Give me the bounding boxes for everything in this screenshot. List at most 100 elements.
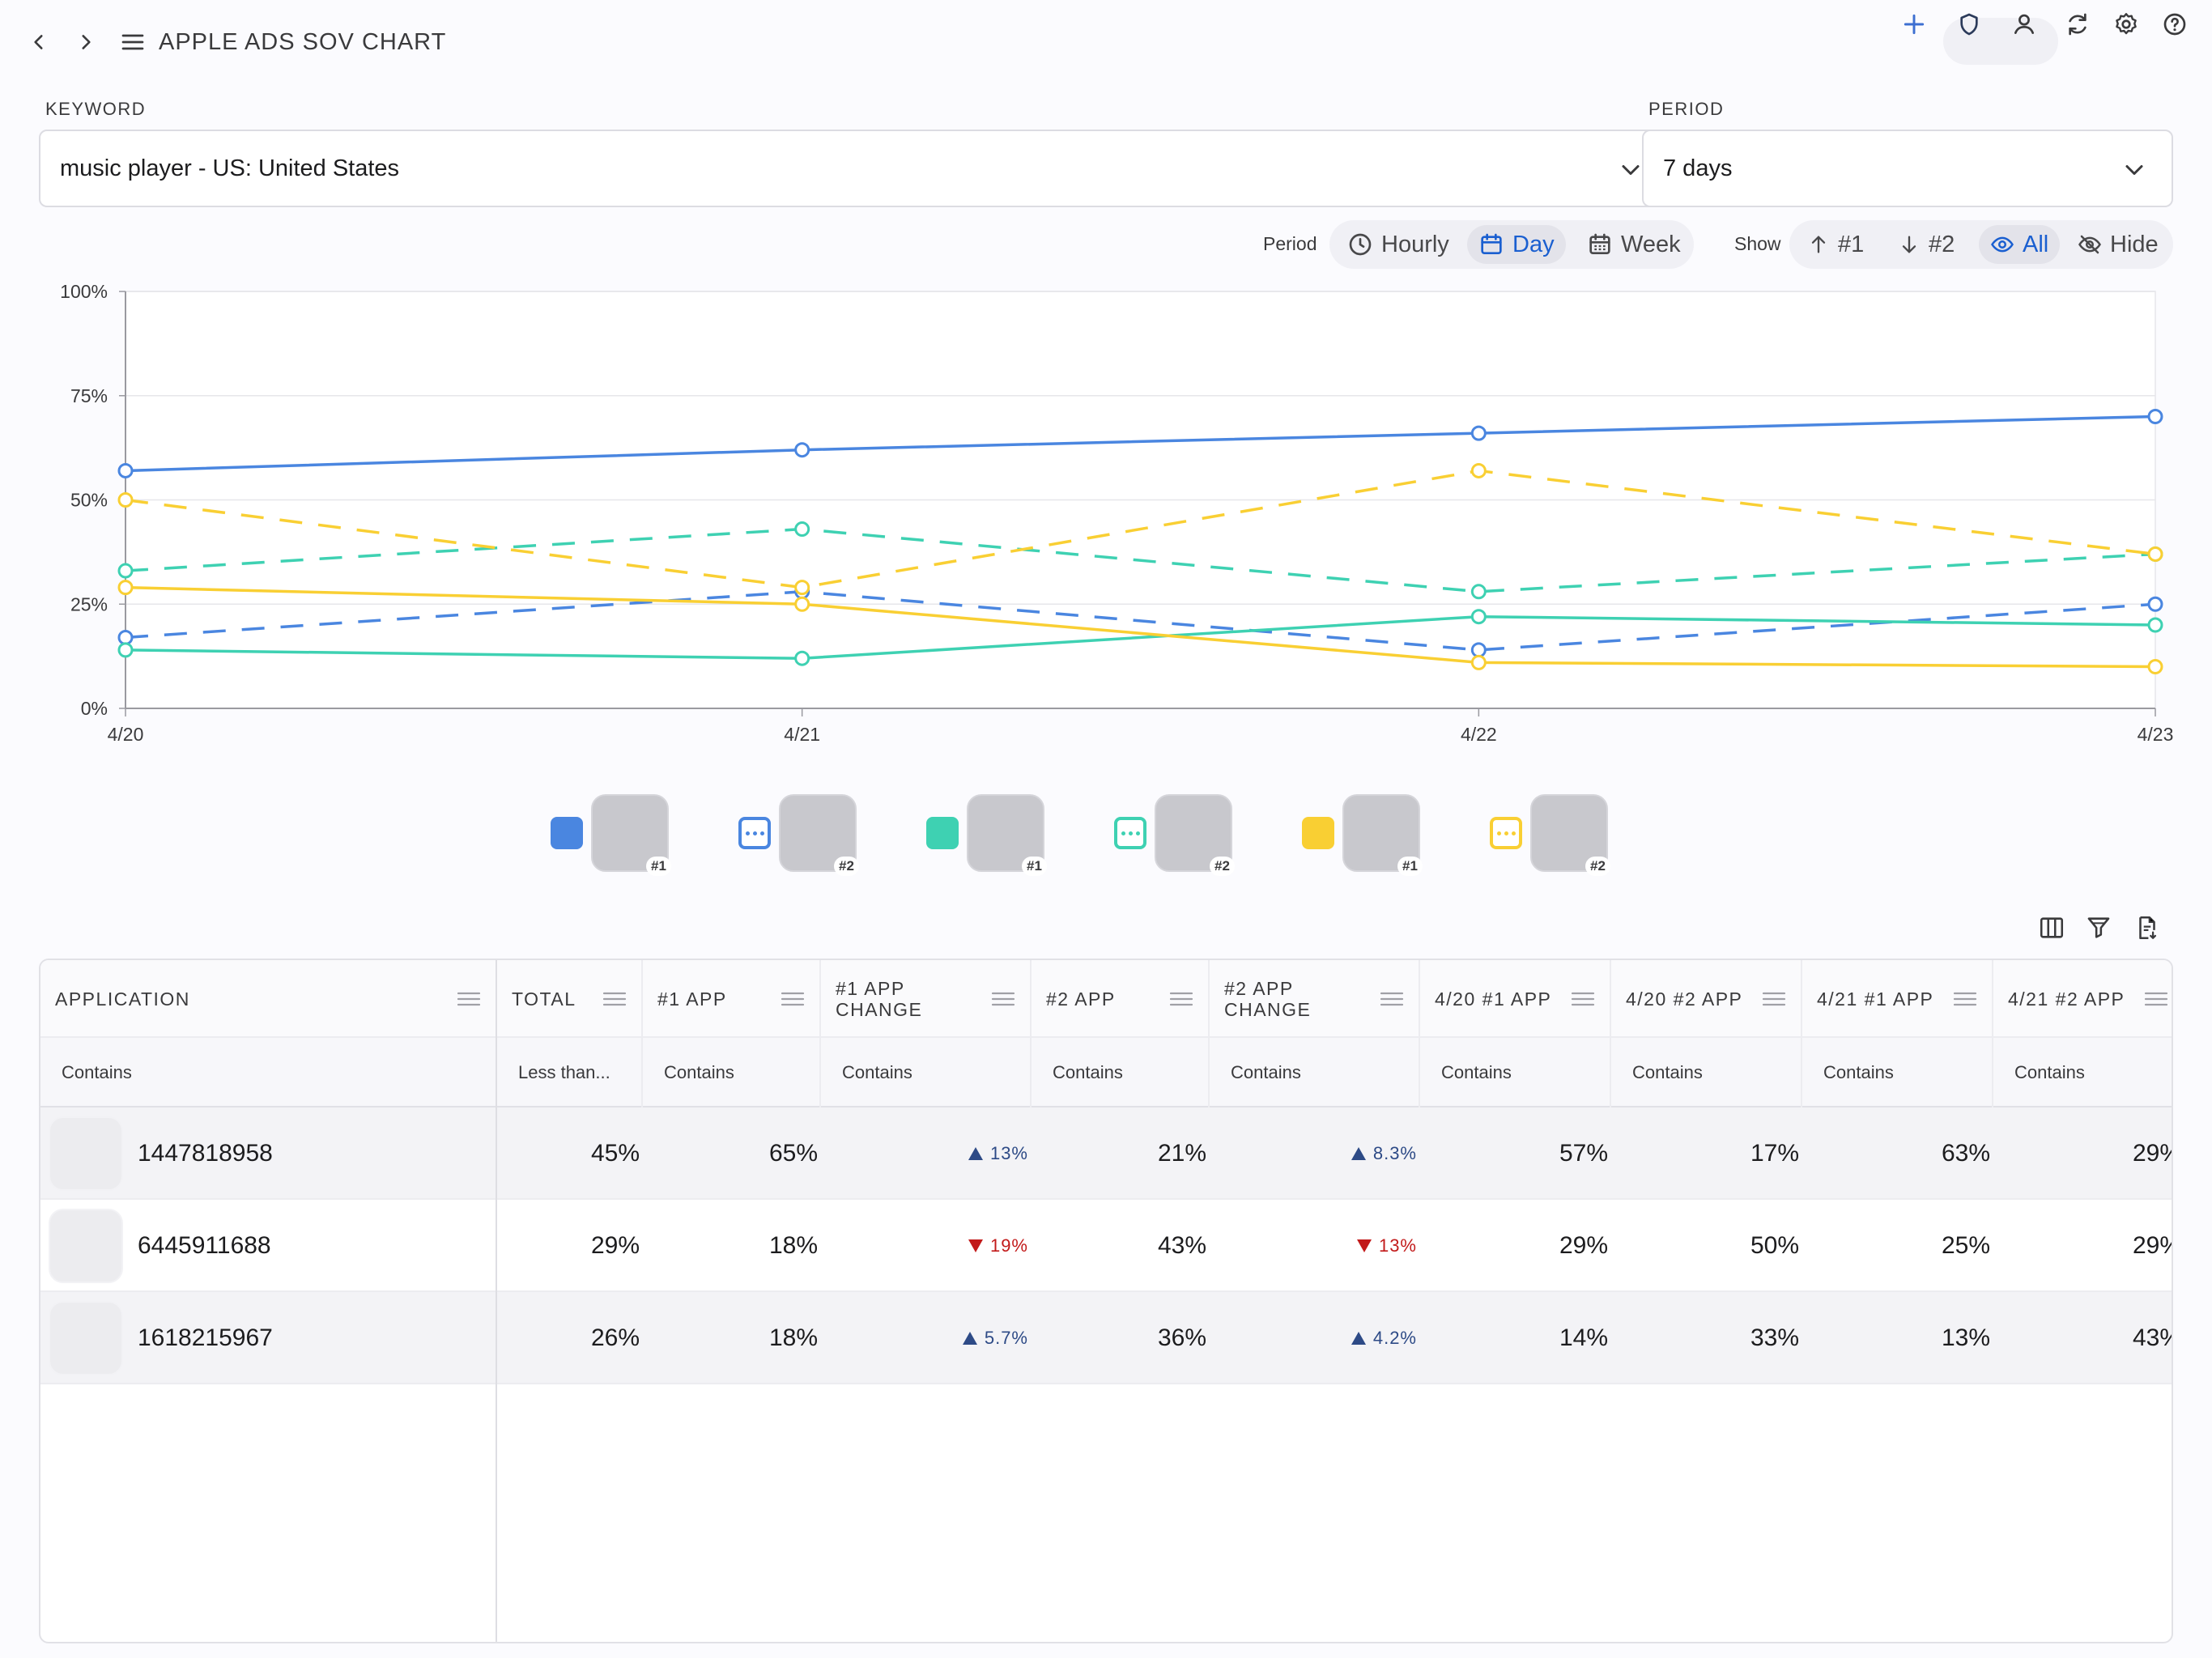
column-menu-icon[interactable]: [1380, 989, 1404, 1009]
series-line-1: [125, 414, 2156, 473]
percent-cell: 29%: [590, 1232, 640, 1259]
column-header[interactable]: TOTAL: [496, 960, 641, 1038]
percent-cell: 26%: [590, 1324, 640, 1351]
keyword-select[interactable]: music player - US: United States: [39, 130, 1670, 207]
legend-item[interactable]: #1: [551, 790, 680, 879]
column-filter-input[interactable]: Contains: [1801, 1038, 1992, 1107]
column-filter-input[interactable]: Less than...: [496, 1038, 641, 1107]
column-filter-input[interactable]: Contains: [641, 1038, 819, 1107]
sov-line-chart: 0% 25% 50% 75% 100% 4/20 4/21 4/22 4/23: [60, 281, 2174, 745]
column-filter-input[interactable]: Contains: [819, 1038, 1030, 1107]
change-value: 19%: [968, 1235, 1028, 1256]
series-line-3: [125, 614, 2156, 660]
back-button[interactable]: [23, 26, 55, 58]
column-menu-icon[interactable]: [2144, 989, 2168, 1009]
export-button[interactable]: [2129, 910, 2165, 946]
x-tick-label: 4/23: [2138, 724, 2174, 745]
menu-button[interactable]: [117, 26, 149, 58]
arrow-up-icon: [1811, 236, 1826, 253]
keyword-label: KEYWORD: [45, 99, 147, 119]
column-filter-input[interactable]: Contains: [1610, 1038, 1801, 1107]
change-cell: 13%: [1208, 1200, 1419, 1292]
table-row[interactable]: 1447818958 45% 65% 13% 21% 8.3% 57% 17% 63% 29%: [40, 1107, 2172, 1200]
percent-cell: 18%: [768, 1324, 818, 1351]
table-row[interactable]: 6445911688 29% 18% 19% 43% 13% 29% 50% 25% 29%: [40, 1200, 2172, 1292]
column-menu-icon[interactable]: [991, 989, 1015, 1009]
chevron-down-icon: [1622, 165, 1640, 175]
column-header-label: TOTAL: [512, 988, 576, 1010]
column-header[interactable]: #1 APP: [641, 960, 819, 1038]
granularity-hourly[interactable]: Hourly: [1336, 225, 1461, 264]
series-point-4: [1470, 584, 1487, 600]
series-point-5: [2147, 659, 2163, 674]
settings-button[interactable]: [2108, 6, 2144, 42]
triangle-up-icon: [1351, 1332, 1366, 1345]
show-all[interactable]: All: [1979, 225, 2061, 264]
chart-legend: #1 #2 #1 #2 #1 #2: [0, 785, 2212, 882]
add-button[interactable]: [1896, 6, 1932, 42]
column-header[interactable]: 4/21 #2 APP: [1992, 960, 2172, 1038]
granularity-week[interactable]: Week: [1576, 225, 1692, 264]
chevron-left-icon: [34, 35, 43, 49]
table-row[interactable]: 1618215967 26% 18% 5.7% 36% 4.2% 14% 33% 13% 43%: [40, 1292, 2172, 1384]
granularity-week-label: Week: [1621, 231, 1681, 257]
show-second-label: #2: [1929, 231, 1955, 257]
legend-item[interactable]: #2: [1114, 790, 1244, 879]
show-hide[interactable]: Hide: [2066, 225, 2170, 264]
legend-item[interactable]: #1: [1302, 790, 1431, 879]
change-percent: 5.7%: [984, 1328, 1028, 1348]
filter-button[interactable]: [2081, 910, 2116, 946]
triangle-down-icon: [968, 1239, 983, 1252]
column-header[interactable]: 4/20 #1 APP: [1419, 960, 1610, 1038]
column-filter-input[interactable]: Contains: [1208, 1038, 1419, 1107]
column-filter-input[interactable]: Contains: [1419, 1038, 1610, 1107]
percent-cell: 36%: [1157, 1324, 1206, 1351]
column-header[interactable]: 4/20 #2 APP: [1610, 960, 1801, 1038]
column-header[interactable]: #2 APP: [1030, 960, 1208, 1038]
column-filter-input[interactable]: Contains: [1030, 1038, 1208, 1107]
column-header[interactable]: APPLICATION: [40, 960, 496, 1038]
shield-button[interactable]: [1951, 6, 1987, 42]
arrow-down-icon: [1902, 236, 1916, 253]
column-header[interactable]: #2 APP CHANGE: [1208, 960, 1419, 1038]
column-menu-icon[interactable]: [1169, 989, 1193, 1009]
y-tick-label: 75%: [70, 385, 108, 406]
column-menu-icon[interactable]: [781, 989, 805, 1009]
columns-button[interactable]: [2034, 910, 2069, 946]
column-menu-icon[interactable]: [457, 989, 481, 1009]
sov-table: APPLICATION TOTAL #1 APP #1 APP CHANGE #2 AP…: [39, 959, 2173, 1643]
legend-item[interactable]: #2: [1490, 790, 1619, 879]
user-button[interactable]: [2006, 6, 2042, 42]
chevron-down-icon: [2125, 165, 2143, 175]
triangle-down-icon: [1356, 1239, 1372, 1252]
show-second[interactable]: #2: [1887, 225, 1966, 264]
legend-item[interactable]: #2: [738, 790, 868, 879]
granularity-day[interactable]: Day: [1467, 225, 1566, 264]
column-header[interactable]: #1 APP CHANGE: [819, 960, 1030, 1038]
column-header[interactable]: 4/21 #1 APP: [1801, 960, 1992, 1038]
forward-button[interactable]: [70, 26, 102, 58]
legend-item[interactable]: #1: [926, 790, 1056, 879]
column-menu-icon[interactable]: [1571, 989, 1595, 1009]
column-menu-icon[interactable]: [602, 989, 627, 1009]
x-tick-label: 4/20: [108, 724, 144, 745]
column-filter-input[interactable]: Contains: [62, 1062, 132, 1082]
granularity-label: Period: [1263, 233, 1317, 254]
gear-icon: [2116, 13, 2137, 35]
percent-cell: 43%: [1157, 1232, 1206, 1259]
change-value: 8.3%: [1351, 1143, 1417, 1164]
refresh-button[interactable]: [2060, 6, 2095, 42]
refresh-icon: [2069, 13, 2087, 36]
chevron-right-icon: [82, 35, 91, 49]
column-menu-icon[interactable]: [1953, 989, 1977, 1009]
pinned-column-divider: [496, 960, 497, 1642]
period-select[interactable]: 7 days: [1642, 130, 2173, 207]
y-tick-label: 100%: [60, 281, 108, 302]
series-point-1: [117, 462, 134, 478]
help-button[interactable]: [2157, 6, 2193, 42]
column-menu-icon[interactable]: [1762, 989, 1786, 1009]
show-first[interactable]: #1: [1796, 225, 1875, 264]
show-first-label: #1: [1838, 231, 1865, 257]
column-header-label: #1 APP CHANGE: [836, 978, 923, 1020]
column-filter-input[interactable]: Contains: [1992, 1038, 2172, 1107]
